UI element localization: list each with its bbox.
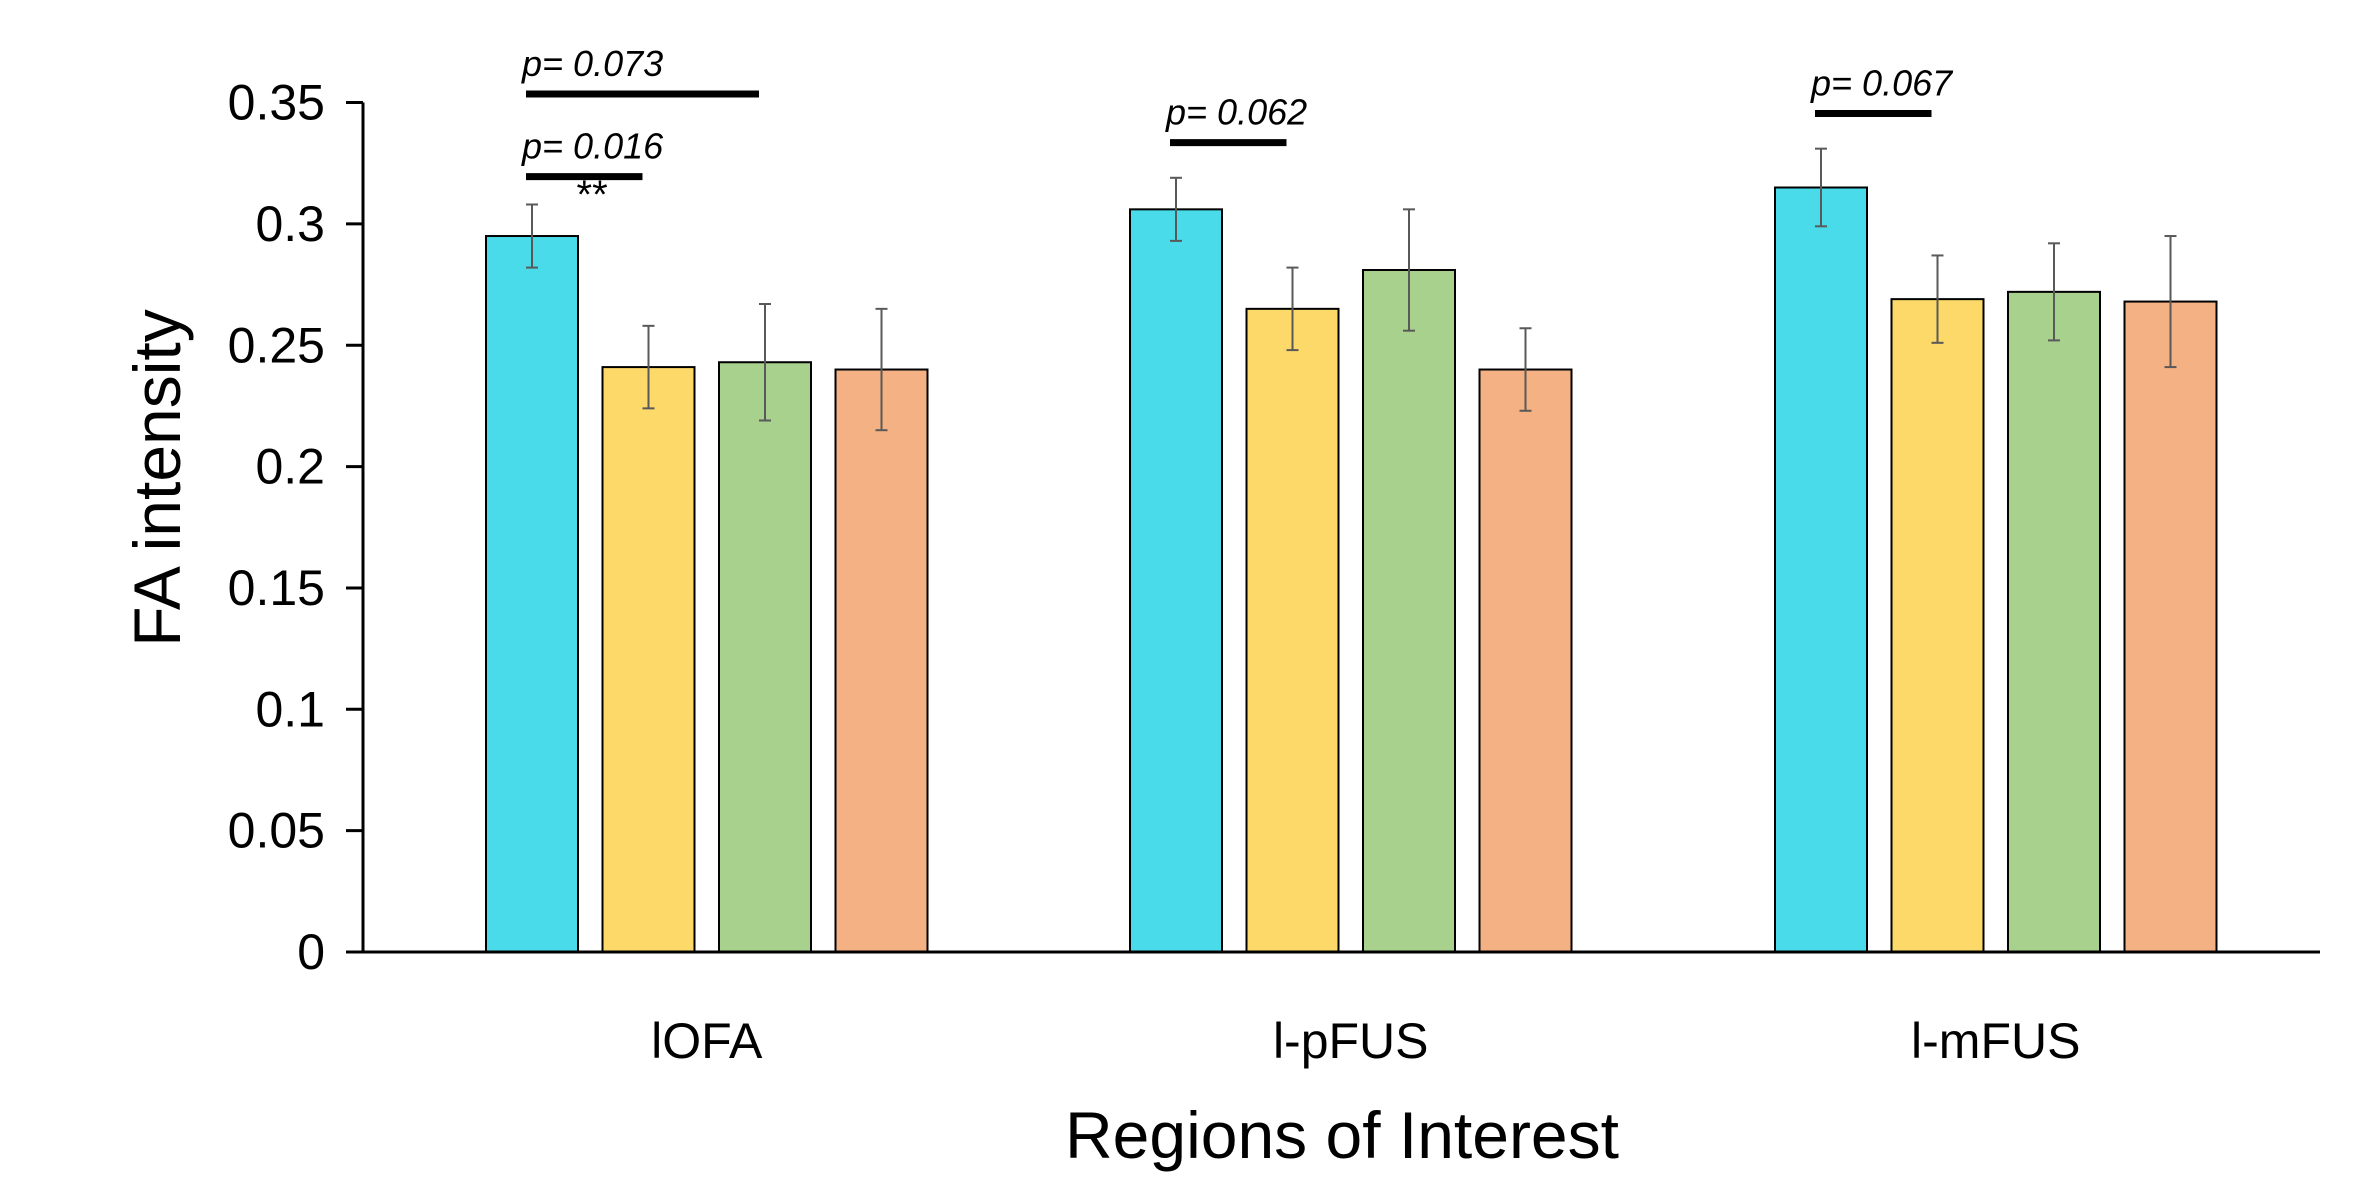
significance-label: p= 0.062 — [1165, 92, 1307, 133]
bar-lofa-3 — [718, 361, 812, 953]
x-axis-title: Regions of Interest — [1065, 1098, 1619, 1172]
x-tick-label: lOFA — [651, 1013, 763, 1069]
y-ticks-layer: 0 0.05 0.1 0.15 0.2 0.25 0.3 0.35 — [228, 75, 363, 980]
x-tick-label: l-mFUS — [1911, 1013, 2080, 1069]
error-bars-layer — [526, 147, 2177, 432]
y-tick-label: 0.3 — [255, 196, 325, 252]
significance-label: p= 0.016 — [521, 126, 664, 167]
bar-l-pfus-3 — [1362, 269, 1456, 953]
x-tick-label: l-pFUS — [1273, 1013, 1429, 1069]
bar-lofa-1 — [485, 235, 579, 954]
significance-stars: ** — [577, 173, 608, 217]
bars-layer — [485, 186, 2218, 954]
bar-lofa-2 — [601, 366, 696, 953]
bar-l-mfus-4 — [2123, 300, 2218, 953]
significance-layer: p= 0.073 p= 0.016 ** p= 0.062 p= 0.067 — [521, 43, 1954, 217]
significance-label: p= 0.073 — [521, 43, 663, 84]
y-tick-label: 0.1 — [255, 681, 325, 737]
y-tick-label: 0.15 — [228, 560, 325, 616]
y-tick-label: 0.05 — [228, 803, 325, 859]
significance-label: p= 0.067 — [1810, 62, 1954, 103]
bar-l-pfus-4 — [1478, 368, 1573, 953]
y-tick-label: 0.25 — [228, 317, 325, 373]
x-labels-layer: lOFA l-pFUS l-mFUS — [651, 1013, 2080, 1069]
bar-l-mfus-2 — [1890, 298, 1985, 953]
bar-lofa-4 — [834, 368, 929, 953]
y-tick-label: 0 — [297, 924, 325, 980]
bar-l-mfus-3 — [2007, 290, 2101, 953]
bar-l-pfus-1 — [1129, 208, 1223, 953]
y-axis-title: FA intensity — [120, 309, 194, 647]
axes-layer — [346, 102, 2320, 954]
bar-l-mfus-1 — [1774, 186, 1868, 953]
bar-l-pfus-2 — [1245, 307, 1340, 954]
y-tick-label: 0.2 — [255, 439, 325, 495]
y-tick-label: 0.35 — [228, 75, 325, 131]
